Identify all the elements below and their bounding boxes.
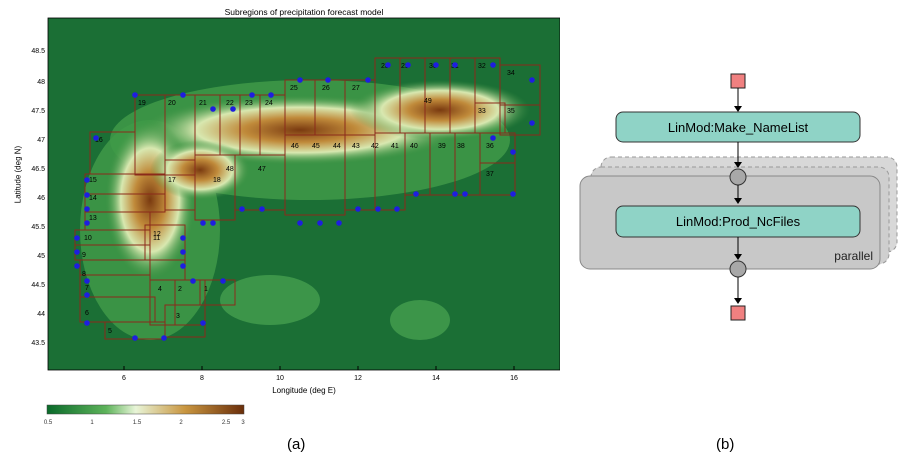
colorbar-tick: 0.5 [44, 420, 53, 426]
region-label: 16 [95, 137, 103, 144]
region-label: 32 [478, 63, 486, 70]
region-label: 4 [158, 286, 162, 293]
y-tick: 43.5 [31, 340, 45, 347]
region-label: 17 [168, 177, 176, 184]
region-label: 2 [178, 286, 182, 293]
region-label: 11 [153, 235, 160, 242]
y-ticks: 48.5 48 47.5 47 46.5 46 45.5 45 44.5 44 … [31, 48, 45, 347]
region-label: 28 [381, 63, 389, 70]
parallel-label: parallel [834, 249, 873, 263]
region-label: 49 [424, 98, 432, 105]
y-tick: 45 [37, 253, 45, 260]
region-label: 33 [478, 108, 486, 115]
region-label: 24 [265, 100, 273, 107]
colorbar-tick: 2.5 [222, 420, 231, 426]
map-title: Subregions of precipitation forecast mod… [224, 7, 384, 17]
region-label: 10 [84, 235, 92, 242]
region-label: 39 [438, 143, 446, 150]
region-label: 8 [82, 271, 86, 278]
colorbar-ticks: 0.5 1 1.5 2 2.5 3 [44, 420, 246, 426]
y-tick: 45.5 [31, 224, 45, 231]
region-label: 6 [85, 310, 89, 317]
x-tick: 14 [432, 375, 440, 382]
region-label: 22 [226, 100, 234, 107]
figure-panel-a: Subregions of precipitation forecast mod… [14, 7, 560, 453]
region-label: 27 [352, 85, 360, 92]
region-label: 46 [291, 143, 299, 150]
end-node [730, 305, 746, 321]
region-label: 12 [153, 231, 161, 238]
region-label: 48 [226, 166, 234, 173]
region-label: 45 [312, 143, 320, 150]
region-label: 25 [290, 85, 298, 92]
region-label: 30 [429, 63, 437, 70]
region-label: 43 [352, 143, 360, 150]
region-label: 41 [391, 143, 399, 150]
region-label: 38 [457, 143, 465, 150]
region-label: 3 [176, 313, 180, 320]
region-labels: 1 2 3 4 5 6 7 8 9 10 11 12 13 14 15 16 1… [82, 63, 515, 335]
region-label: 23 [245, 100, 253, 107]
start-node [730, 73, 746, 89]
x-tick: 16 [510, 375, 518, 382]
region-label: 47 [258, 166, 266, 173]
colorbar-tick: 1 [90, 420, 94, 426]
y-tick: 48 [37, 79, 45, 86]
region-label: 18 [213, 177, 221, 184]
x-tick: 10 [276, 375, 284, 382]
region-label: 9 [82, 252, 86, 259]
x-tick: 6 [122, 375, 126, 382]
y-tick: 46.5 [31, 166, 45, 173]
region-label: 37 [486, 171, 494, 178]
region-label: 26 [322, 85, 330, 92]
region-label: 14 [89, 195, 97, 202]
region-label: 1 [204, 286, 208, 293]
x-tick: 8 [200, 375, 204, 382]
region-label: 19 [138, 100, 146, 107]
region-boxes [74, 57, 541, 340]
caption-b: (b) [716, 436, 735, 453]
region-label: 36 [486, 143, 494, 150]
colorbar-tick: 2 [179, 420, 183, 426]
y-tick: 44.5 [31, 282, 45, 289]
region-label: 13 [89, 215, 97, 222]
region-label: 29 [401, 63, 409, 70]
y-tick: 47.5 [31, 108, 45, 115]
y-tick: 47 [37, 137, 45, 144]
region-label: 21 [199, 100, 207, 107]
region-label: 35 [507, 108, 515, 115]
region-label: 42 [371, 143, 379, 150]
region-label: 44 [333, 143, 341, 150]
colorbar-tick: 1.5 [133, 420, 142, 426]
x-axis-label: Longitude (deg E) [272, 386, 336, 395]
prod-ncfiles-label: LinMod:Prod_NcFiles [676, 214, 801, 229]
colorbar [46, 404, 245, 415]
region-label: 34 [507, 70, 515, 77]
station-dots [74, 62, 535, 341]
y-tick: 46 [37, 195, 45, 202]
map-svg: 1 2 3 4 5 6 7 8 9 10 11 12 13 14 15 16 1… [31, 17, 560, 426]
join-gate [729, 260, 747, 278]
caption-a: (a) [287, 436, 306, 453]
x-ticks: 6 8 10 12 14 16 [122, 366, 518, 382]
workflow-diagram: parallel LinMod:Make_NameList LinMod:Pro… [579, 73, 898, 321]
region-label: 7 [85, 285, 89, 292]
y-tick: 48.5 [31, 48, 45, 55]
fork-gate [729, 168, 747, 186]
x-tick: 12 [354, 375, 362, 382]
map-frame [47, 17, 560, 371]
region-label: 15 [89, 177, 97, 184]
colorbar-tick: 3 [241, 420, 245, 426]
region-label: 5 [108, 328, 112, 335]
region-label: 20 [168, 100, 176, 107]
region-label: 40 [410, 143, 418, 150]
make-namelist-label: LinMod:Make_NameList [668, 120, 809, 135]
y-tick: 44 [37, 311, 45, 318]
